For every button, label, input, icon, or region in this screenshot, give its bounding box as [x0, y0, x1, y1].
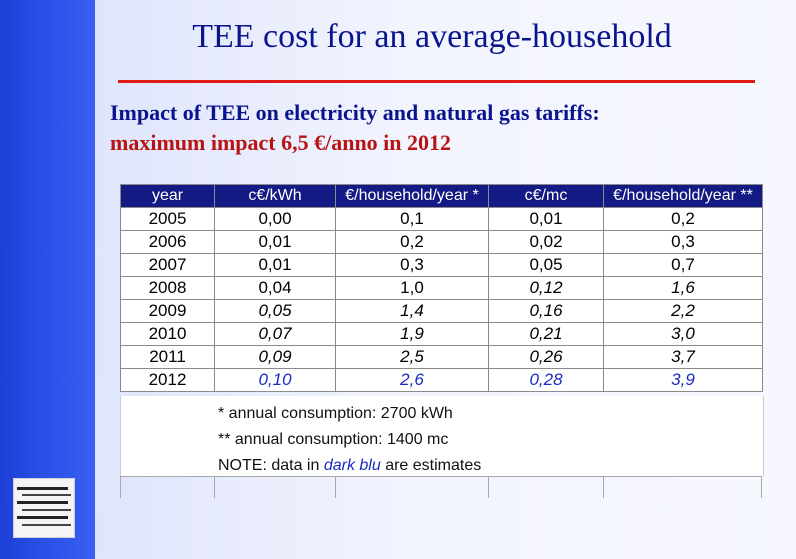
- note-gas-consumption: ** annual consumption: 1400 mc: [218, 431, 449, 448]
- cell-value: 0,09: [214, 345, 336, 369]
- cell-value: 1,4: [335, 299, 489, 323]
- cell-value: 0,3: [603, 230, 763, 254]
- cell-value: 2,2: [603, 299, 763, 323]
- cell-value: 0,2: [603, 207, 763, 231]
- cell-value: 2,5: [335, 345, 489, 369]
- cell-value: 1,9: [335, 322, 489, 346]
- cell-value: 0,16: [488, 299, 604, 323]
- table-notes: * annual consumption: 2700 kWh ** annual…: [120, 396, 764, 476]
- cell-year: 2012: [120, 368, 215, 392]
- cell-year: 2006: [120, 230, 215, 254]
- sidebar-band: [0, 0, 95, 559]
- cell-value: 0,2: [335, 230, 489, 254]
- subtitle-line-2: maximum impact 6,5 €/anno in 2012: [110, 130, 452, 155]
- note-electricity-consumption: * annual consumption: 2700 kWh: [218, 405, 453, 422]
- cell-value: 0,21: [488, 322, 604, 346]
- cell-value-estimate: 0,28: [488, 368, 604, 392]
- logo: [13, 478, 75, 538]
- cell-value: 0,05: [488, 253, 604, 277]
- header-household-electricity: €/household/year *: [335, 184, 489, 208]
- cell-value: 0,05: [214, 299, 336, 323]
- cell-value: 0,1: [335, 207, 489, 231]
- cell-value: 1,6: [603, 276, 763, 300]
- cell-value: 0,07: [214, 322, 336, 346]
- cell-year: 2005: [120, 207, 215, 231]
- cell-value: 3,0: [603, 322, 763, 346]
- cell-value: 0,02: [488, 230, 604, 254]
- cell-value: 0,00: [214, 207, 336, 231]
- header-household-gas: €/household/year **: [603, 184, 763, 208]
- table-header-row: year c€/kWh €/household/year * c€/mc €/h…: [120, 184, 763, 208]
- header-cents-per-mc: c€/mc: [488, 184, 604, 208]
- cell-value: 0,3: [335, 253, 489, 277]
- cell-year: 2009: [120, 299, 215, 323]
- table-row: 2010 0,07 1,9 0,21 3,0: [120, 322, 763, 346]
- cell-year: 2008: [120, 276, 215, 300]
- cell-value: 0,04: [214, 276, 336, 300]
- table-bottom-stub: [120, 476, 762, 498]
- cell-value: 0,01: [214, 230, 336, 254]
- cell-value: 0,7: [603, 253, 763, 277]
- note-estimates-highlight: dark blu: [323, 457, 381, 474]
- cell-value: 0,01: [214, 253, 336, 277]
- cell-value-estimate: 2,6: [335, 368, 489, 392]
- cell-year: 2007: [120, 253, 215, 277]
- header-cents-per-kwh: c€/kWh: [214, 184, 336, 208]
- header-year: year: [120, 184, 215, 208]
- cell-value: 0,26: [488, 345, 604, 369]
- cell-value-estimate: 0,10: [214, 368, 336, 392]
- cell-value: 3,7: [603, 345, 763, 369]
- note-estimates: NOTE: data in dark blu are estimates: [218, 453, 481, 479]
- cell-year: 2010: [120, 322, 215, 346]
- page-title: TEE cost for an average-household: [192, 18, 672, 55]
- cell-value: 0,01: [488, 207, 604, 231]
- table-row: 2007 0,01 0,3 0,05 0,7: [120, 253, 763, 277]
- cell-value: 0,12: [488, 276, 604, 300]
- note-estimates-suffix: are estimates: [385, 457, 482, 474]
- table-row: 2009 0,05 1,4 0,16 2,2: [120, 299, 763, 323]
- cell-value: 1,0: [335, 276, 489, 300]
- cell-year: 2011: [120, 345, 215, 369]
- subtitle-line-1: Impact of TEE on electricity and natural…: [110, 100, 600, 125]
- title-underline: [118, 80, 755, 83]
- table-row: 2012 0,10 2,6 0,28 3,9: [120, 368, 763, 392]
- tariff-impact-table: year c€/kWh €/household/year * c€/mc €/h…: [120, 184, 763, 392]
- table-row: 2011 0,09 2,5 0,26 3,7: [120, 345, 763, 369]
- note-estimates-prefix: NOTE: data in: [218, 457, 320, 474]
- table-row: 2008 0,04 1,0 0,12 1,6: [120, 276, 763, 300]
- subtitle: Impact of TEE on electricity and natural…: [110, 98, 600, 158]
- table-row: 2006 0,01 0,2 0,02 0,3: [120, 230, 763, 254]
- cell-value-estimate: 3,9: [603, 368, 763, 392]
- table-row: 2005 0,00 0,1 0,01 0,2: [120, 207, 763, 231]
